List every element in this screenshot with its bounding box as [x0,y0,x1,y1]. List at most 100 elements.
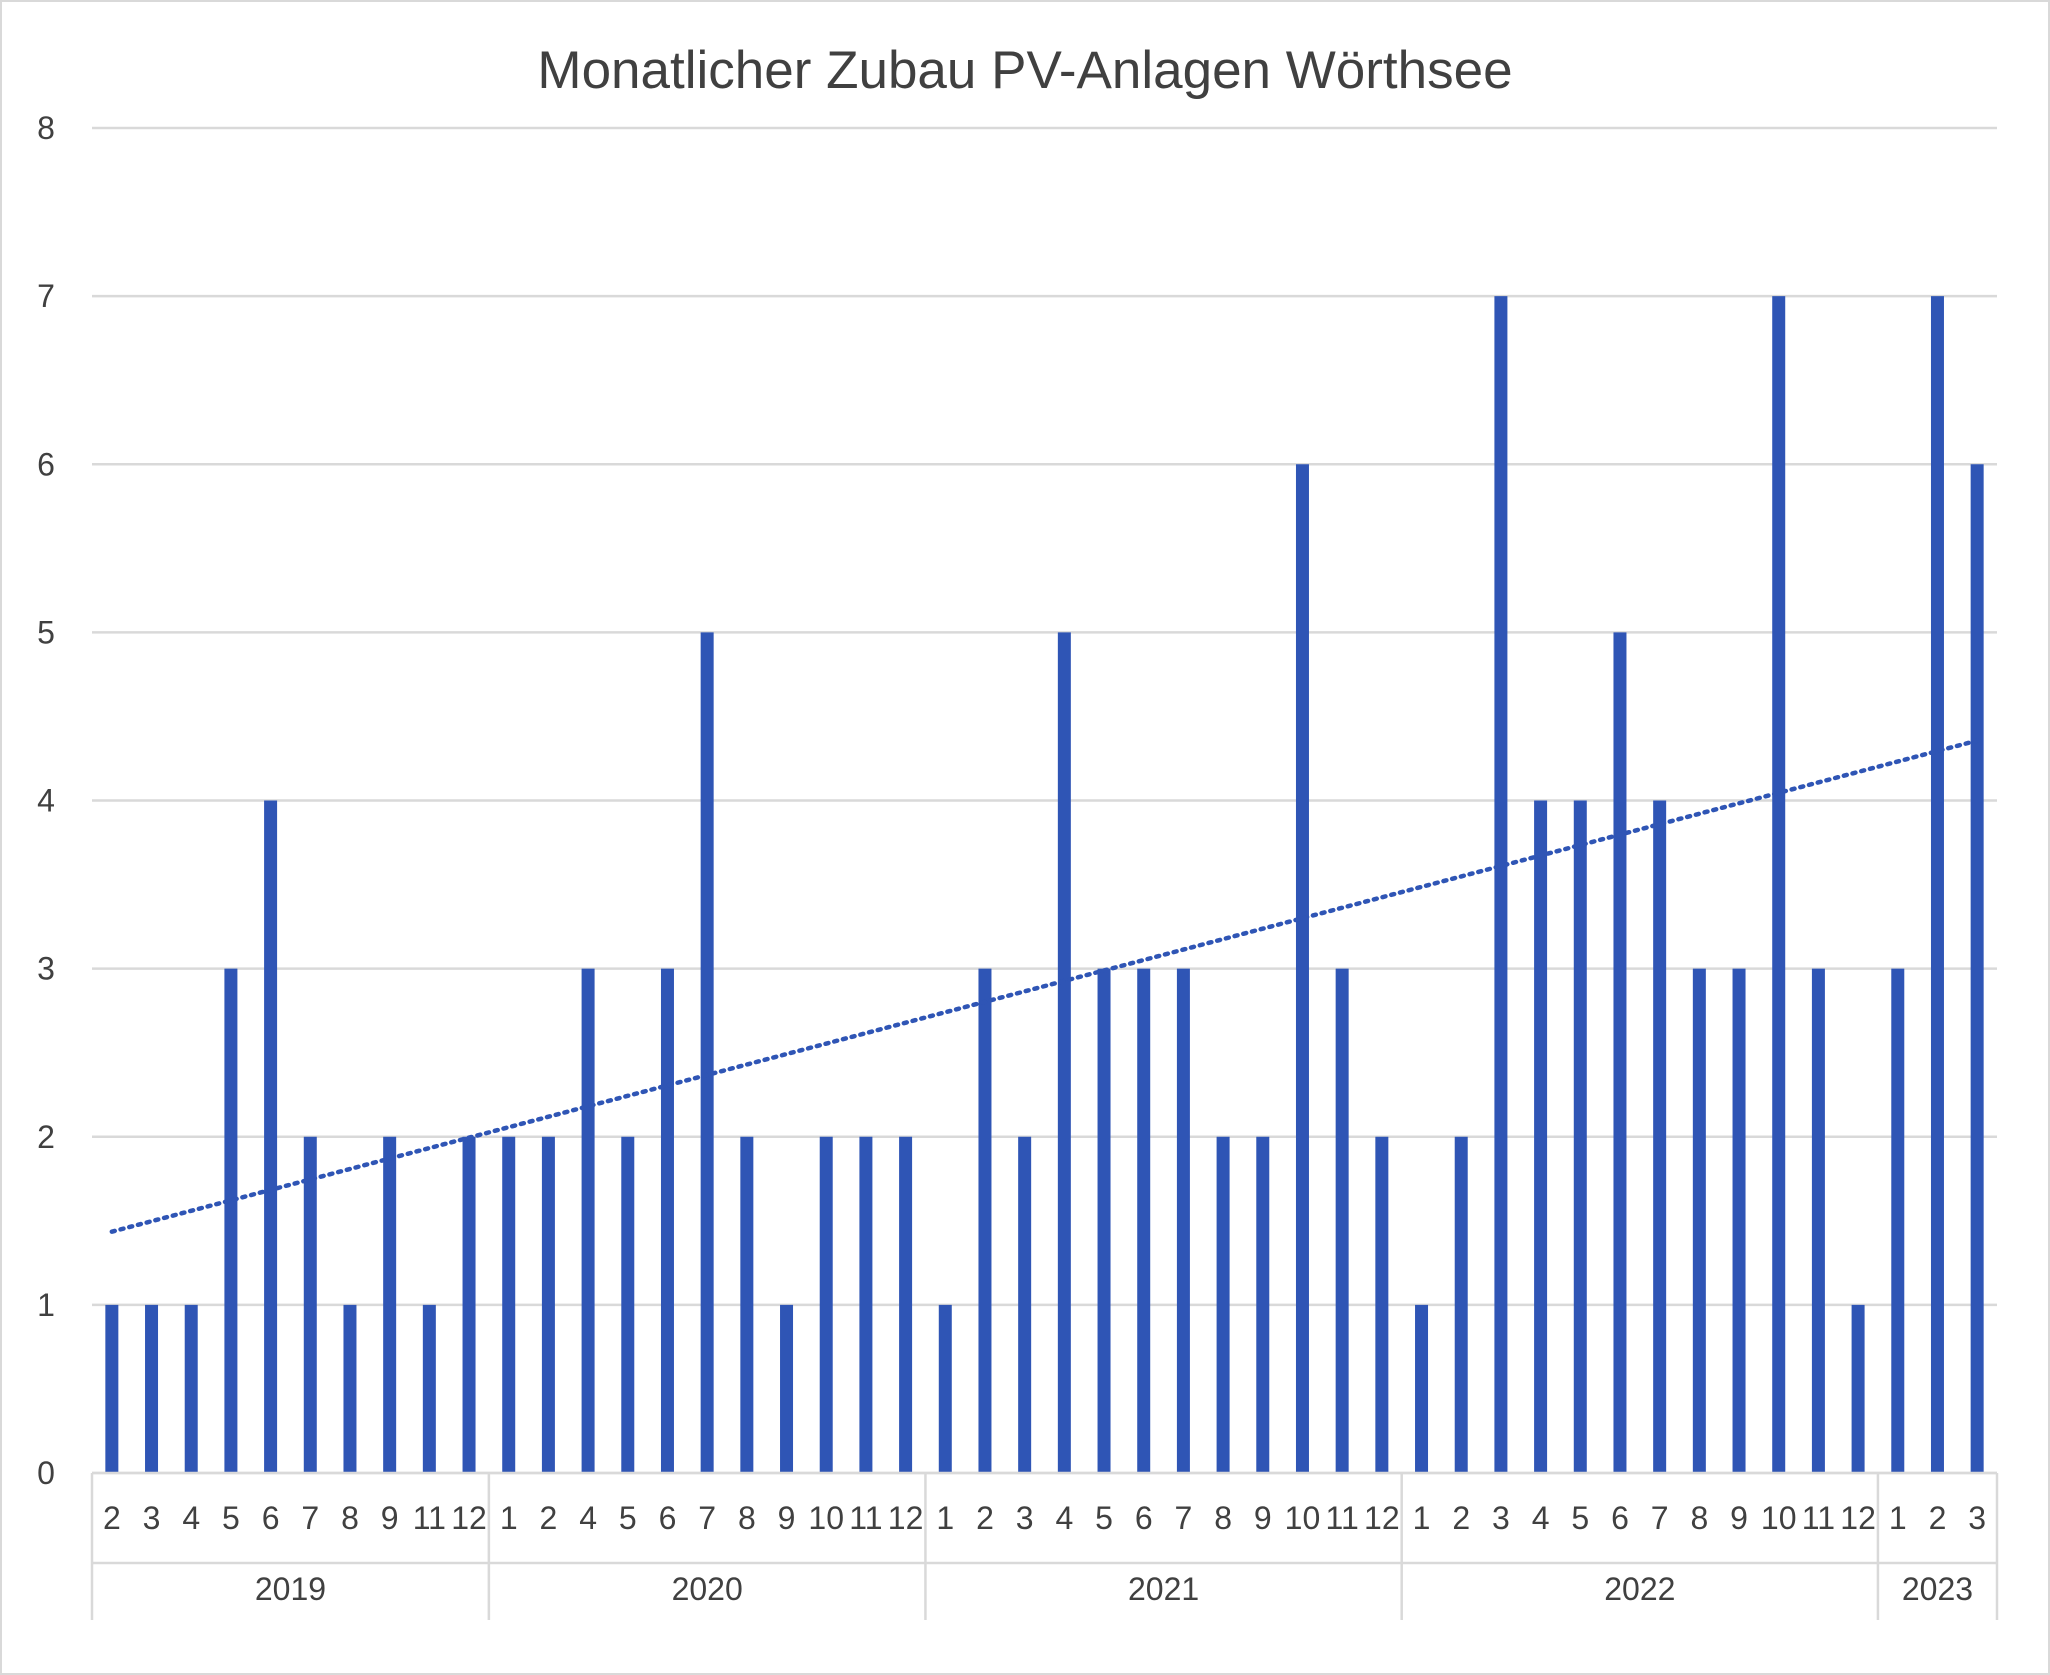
bar [1494,296,1508,1473]
bar [978,968,992,1473]
bar [184,1304,198,1473]
bar [1772,296,1786,1473]
year-label: 2021 [1128,1571,1199,1607]
bar [1137,968,1151,1473]
bar [1216,1136,1230,1473]
month-label: 12 [1840,1500,1876,1536]
month-label: 2 [976,1500,994,1536]
month-label: 1 [500,1500,518,1536]
bar [1732,968,1746,1473]
month-label: 3 [143,1500,161,1536]
y-tick-label: 0 [37,1455,55,1491]
bar [105,1304,119,1473]
bar [581,968,595,1473]
month-label: 11 [849,1500,882,1536]
bar [1534,800,1548,1473]
month-label: 9 [778,1500,796,1536]
bar [541,1136,555,1473]
bar [1256,1136,1270,1473]
month-label: 4 [1055,1500,1073,1536]
month-label: 8 [1214,1500,1232,1536]
month-label: 10 [1285,1500,1321,1536]
month-label: 9 [1730,1500,1748,1536]
bar [383,1136,397,1473]
y-tick-label: 3 [37,951,55,987]
month-label: 11 [1326,1500,1359,1536]
bar [1653,800,1667,1473]
bar [780,1304,794,1473]
month-label: 2 [1452,1500,1470,1536]
bar [1930,296,1944,1473]
month-label: 5 [619,1500,637,1536]
bar [1375,1136,1389,1473]
y-tick-label: 4 [37,783,55,819]
bar [145,1304,159,1473]
bar [740,1136,754,1473]
y-tick-label: 6 [37,446,55,482]
month-label: 9 [381,1500,399,1536]
bar [1970,464,1984,1473]
bar [1176,968,1190,1473]
month-label: 6 [659,1500,677,1536]
month-label: 12 [1364,1500,1400,1536]
month-label: 5 [1571,1500,1589,1536]
month-label: 9 [1254,1500,1272,1536]
bar [938,1304,952,1473]
year-label: 2020 [672,1571,743,1607]
bar [621,1136,635,1473]
bar [899,1136,913,1473]
month-label: 5 [222,1500,240,1536]
bar [264,800,278,1473]
month-label: 7 [698,1500,716,1536]
trendline [109,738,1980,1234]
bar [1415,1304,1429,1473]
trendline-path [109,738,1980,1234]
month-label: 8 [738,1500,756,1536]
bar [1573,800,1587,1473]
month-label: 2 [1929,1500,1947,1536]
bar [422,1304,436,1473]
month-label: 12 [888,1500,924,1536]
bar [700,632,714,1473]
bar [1295,464,1309,1473]
month-label: 4 [182,1500,200,1536]
bar [1057,632,1071,1473]
month-label: 6 [1611,1500,1629,1536]
month-label: 4 [1532,1500,1550,1536]
month-label: 3 [1968,1500,1986,1536]
bar [1097,968,1111,1473]
month-label: 5 [1095,1500,1113,1536]
month-label: 7 [301,1500,319,1536]
chart-title: Monatlicher Zubau PV-Anlagen Wörthsee [537,41,1512,100]
month-label: 10 [1761,1500,1797,1536]
x-axis: 2 3 4 5 6 7 8 9 11 12 1 2 4 5 6 7 8 9 10 11 12 1 2 3 4 5 6 7 8 9 10 11 1… [90,1471,1999,1620]
month-label: 3 [1492,1500,1510,1536]
bar [1692,968,1706,1473]
bar [660,968,674,1473]
y-tick-label: 8 [37,110,55,146]
month-label: 7 [1175,1500,1193,1536]
y-tick-label: 5 [37,614,55,650]
year-label: 2019 [255,1571,326,1607]
bar [224,968,238,1473]
month-label: 10 [808,1500,844,1536]
y-axis: 0 1 2 3 4 5 6 7 8 [37,110,55,1491]
month-label: 12 [451,1500,487,1536]
month-label: 8 [1690,1500,1708,1536]
bar [1335,968,1349,1473]
bar [1454,1136,1468,1473]
month-label: 2 [540,1500,558,1536]
bar [303,1136,317,1473]
month-label: 6 [1135,1500,1153,1536]
bar [1891,968,1905,1473]
month-label: 6 [262,1500,280,1536]
bar [1018,1136,1032,1473]
month-label: 3 [1016,1500,1034,1536]
month-label: 8 [341,1500,359,1536]
month-label: 1 [936,1500,954,1536]
month-label: 11 [413,1500,446,1536]
month-label: 7 [1651,1500,1669,1536]
month-label: 1 [1889,1500,1907,1536]
